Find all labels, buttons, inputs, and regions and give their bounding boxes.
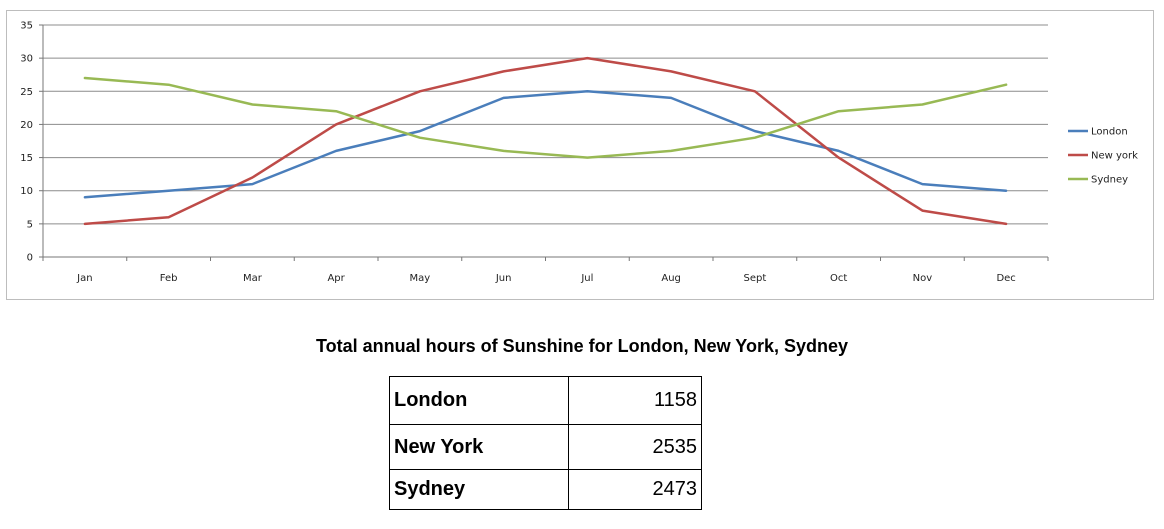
x-tick-label: Feb <box>160 273 178 284</box>
y-tick-label: 10 <box>20 186 33 197</box>
table-row: Sydney 2473 <box>389 469 702 510</box>
x-tick-label: Jun <box>495 273 512 284</box>
city-cell: London <box>389 376 569 425</box>
x-tick-label: Apr <box>327 273 345 284</box>
table-row: London 1158 <box>389 376 702 425</box>
x-tick-label: Dec <box>996 273 1015 284</box>
summary-title: Total annual hours of Sunshine for Londo… <box>315 336 849 356</box>
legend-label: London <box>1091 127 1128 138</box>
x-tick-label: Aug <box>661 273 681 284</box>
city-cell: Sydney <box>389 469 569 510</box>
y-tick-label: 15 <box>20 153 33 164</box>
x-tick-label: May <box>410 273 431 284</box>
hours-cell: 2473 <box>568 469 702 510</box>
city-cell: New York <box>389 424 569 470</box>
x-tick-label: Jan <box>76 273 92 284</box>
series-line-london <box>83 90 1008 199</box>
x-tick-label: Oct <box>830 273 847 284</box>
series-line-sydney <box>83 76 1008 159</box>
chart-frame: 0 5 10 15 20 25 30 35 Jan Feb Mar Apr May Jun Jul Aug Se… <box>6 10 1154 300</box>
y-tick-label: 30 <box>20 54 33 65</box>
series-line-new-york <box>83 56 1008 226</box>
line-chart: 0 5 10 15 20 25 30 35 Jan Feb Mar Apr May Jun Jul Aug Se… <box>20 21 1138 285</box>
x-tick-label: Mar <box>243 273 263 284</box>
y-tick-label: 35 <box>20 21 33 32</box>
y-tick-label: 20 <box>20 120 33 131</box>
legend-label: Sydney <box>1091 175 1128 186</box>
y-tick-label: 25 <box>20 87 33 98</box>
x-tick-label: Nov <box>913 273 933 284</box>
legend-label: New york <box>1091 151 1138 162</box>
x-tick-label: Jul <box>580 273 593 284</box>
hours-cell: 2535 <box>568 424 702 470</box>
y-tick-label: 0 <box>27 253 33 264</box>
hours-cell: 1158 <box>568 376 702 425</box>
x-tick-label: Sept <box>743 273 766 284</box>
y-tick-label: 5 <box>27 219 33 230</box>
table-row: New York 2535 <box>389 424 702 470</box>
summary-table: London 1158 New York 2535 Sydney 2473 <box>389 376 702 510</box>
